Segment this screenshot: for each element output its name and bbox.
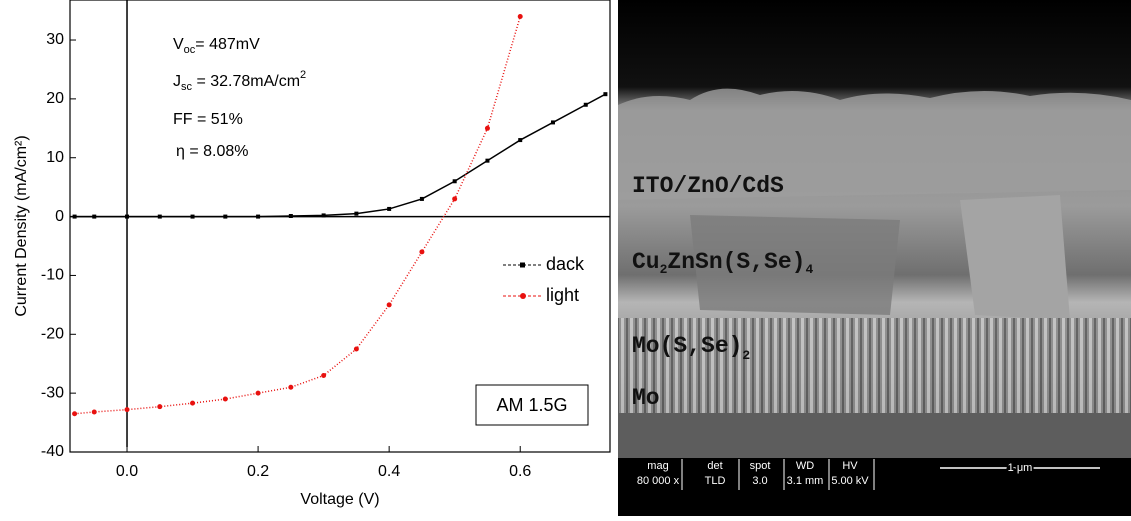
y-tick-label: 0 [55, 208, 64, 225]
info-value: 3.1 mm [787, 475, 824, 487]
marker [387, 207, 391, 211]
info-key: det [707, 460, 722, 472]
marker [354, 347, 359, 352]
annotation-part: = 487mV [195, 36, 260, 53]
marker [92, 215, 96, 219]
marker [321, 373, 326, 378]
legend-label: dack [546, 254, 585, 274]
marker [190, 401, 195, 406]
info-key: spot [750, 460, 771, 472]
chart: Voltage (V) Current Density (mA/cm²) AM … [13, 0, 610, 508]
x-axis-label: Voltage (V) [300, 491, 379, 508]
annotation-part: = 32.78mA/cm [192, 73, 300, 90]
layer-label: ITO/ZnO/CdS [632, 173, 784, 199]
figure: ITO/ZnO/CdS Cu2ZnSn(S,Se)4 Mo(S,Se)2 Mo … [0, 0, 1131, 516]
annotation: η = 8.08% [176, 143, 249, 160]
x-tick-label: 0.4 [378, 463, 400, 480]
annotation-part: sc [181, 81, 193, 93]
marker [158, 215, 162, 219]
y-tick-label: -10 [41, 267, 64, 284]
annotation-part: η = 8.08% [176, 143, 249, 160]
marker [387, 302, 392, 307]
marker [288, 385, 293, 390]
legend-marker [520, 263, 525, 268]
info-key: HV [842, 460, 858, 472]
scale-label: 1 μm [1008, 462, 1033, 474]
y-tick-label: 20 [46, 90, 64, 107]
marker [584, 103, 588, 107]
marker [453, 179, 457, 183]
info-key: WD [796, 460, 814, 472]
sem-image: ITO/ZnO/CdS Cu2ZnSn(S,Se)4 Mo(S,Se)2 Mo … [618, 0, 1131, 516]
marker [72, 411, 77, 416]
annotation: FF = 51% [173, 111, 243, 128]
marker [223, 215, 227, 219]
box-label: AM 1.5G [496, 395, 567, 415]
marker [223, 397, 228, 402]
y-axis-label: Current Density (mA/cm²) [13, 135, 30, 316]
y-tick-label: -30 [41, 384, 64, 401]
annotation: Jsc = 32.78mA/cm2 [173, 69, 306, 93]
annotation-part: oc [184, 44, 196, 56]
marker [354, 212, 358, 216]
marker [485, 159, 489, 163]
info-value: 80 000 x [637, 475, 680, 487]
legend-label: light [546, 285, 579, 305]
annotation-part: 2 [300, 69, 306, 81]
y-tick-label: 30 [46, 31, 64, 48]
marker [289, 214, 293, 218]
x-tick-label: 0.2 [247, 463, 269, 480]
marker [603, 92, 607, 96]
marker [551, 120, 555, 124]
marker [256, 215, 260, 219]
marker [256, 391, 261, 396]
marker [419, 249, 424, 254]
marker [518, 14, 523, 19]
annotation-part: FF = 51% [173, 111, 243, 128]
y-tick-label: -20 [41, 326, 64, 343]
layer-label: Cu2ZnSn(S,Se)4 [632, 249, 813, 277]
info-key: mag [647, 460, 668, 472]
layer-label: Mo [632, 385, 660, 411]
info-value: 5.00 kV [831, 475, 869, 487]
marker [125, 407, 130, 412]
marker [125, 215, 129, 219]
marker [92, 409, 97, 414]
layer-label: Mo(S,Se)2 [632, 333, 750, 363]
info-value: TLD [705, 475, 726, 487]
annotation: Voc= 487mV [173, 36, 260, 56]
series-line [75, 94, 606, 216]
marker [452, 196, 457, 201]
marker [485, 126, 490, 131]
x-tick-label: 0.6 [509, 463, 531, 480]
marker [322, 213, 326, 217]
y-tick-label: 10 [46, 149, 64, 166]
marker [73, 215, 77, 219]
y-tick-label: -40 [41, 443, 64, 460]
marker [157, 404, 162, 409]
info-value: 3.0 [752, 475, 767, 487]
legend-marker [520, 293, 526, 299]
x-tick-label: 0.0 [116, 463, 138, 480]
marker [420, 197, 424, 201]
annotation-part: V [173, 36, 184, 53]
marker [518, 138, 522, 142]
annotation-part: J [173, 73, 181, 90]
marker [191, 215, 195, 219]
